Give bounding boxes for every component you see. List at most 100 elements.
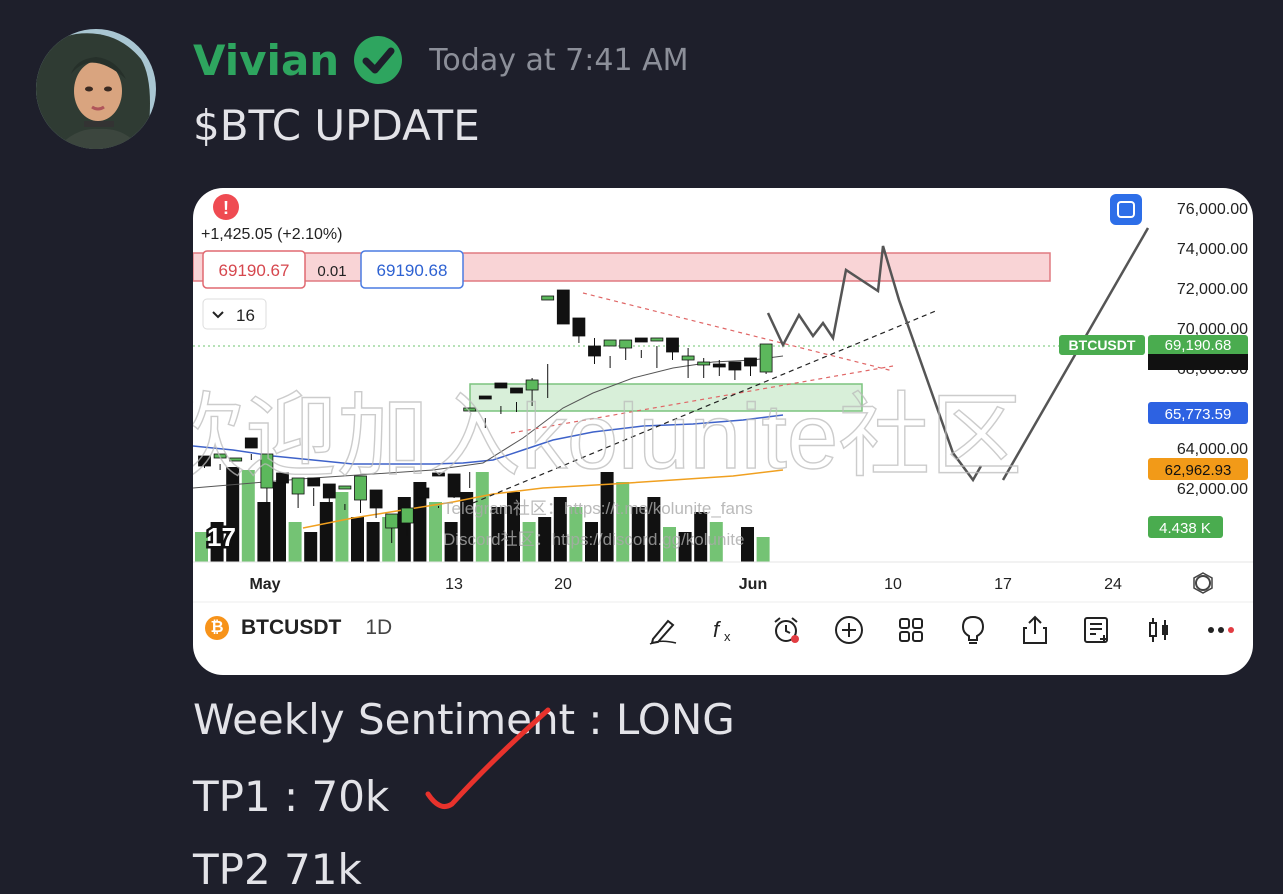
ma-orange-tag: 62,962.93 — [1165, 462, 1232, 479]
candle — [385, 513, 399, 529]
bitcoin-icon: ₿ — [205, 616, 229, 640]
date-axis: May 13 20 Jun 10 17 24 — [249, 576, 1122, 593]
alert-icon — [213, 194, 239, 220]
volume-bar — [460, 492, 474, 562]
candle — [744, 357, 757, 367]
candle — [244, 437, 258, 449]
volume-bar — [678, 532, 692, 562]
idea-icon[interactable] — [953, 610, 993, 650]
volume-bar — [429, 502, 442, 562]
candles — [198, 289, 773, 543]
volume-bar — [709, 522, 723, 562]
candle — [588, 345, 601, 357]
volume-bar — [491, 507, 505, 562]
date-axis-label: 24 — [1104, 576, 1122, 593]
author-name[interactable]: Vivian — [193, 35, 340, 85]
volume-bar — [319, 502, 333, 562]
candle — [354, 475, 367, 501]
trendline-lower — [510, 365, 894, 434]
volume-bar — [507, 492, 520, 562]
candle — [541, 295, 555, 301]
volume-bar — [413, 482, 427, 562]
candle — [338, 485, 352, 490]
sub-watermark-discord: Discord社区：https://discord.gg/kolunite — [443, 530, 744, 549]
price-axis-label: 70,000.00 — [1177, 321, 1248, 338]
chart-image[interactable]: 欢迎加入kolunite社区 Telegram社区：https://t.me/k… — [193, 188, 1253, 675]
candle — [229, 457, 243, 462]
tradingview-logo: 17 — [207, 522, 236, 552]
candle — [416, 487, 430, 499]
volume-bar — [288, 522, 302, 562]
settings-icon — [1193, 572, 1213, 594]
price-axis-label: 76,000.00 — [1177, 201, 1248, 218]
share-icon[interactable] — [1015, 610, 1055, 650]
volume-tag: 4.438 K — [1159, 520, 1211, 537]
grid-icon[interactable] — [891, 610, 931, 650]
candle — [494, 382, 508, 389]
volume-bar — [647, 497, 661, 562]
bid-box — [202, 250, 306, 289]
volume-bar — [756, 537, 770, 562]
add-icon[interactable] — [829, 610, 869, 650]
notes-icon[interactable] — [1077, 610, 1117, 650]
candle — [556, 289, 570, 325]
volume-bar — [257, 502, 271, 562]
candle — [572, 317, 586, 337]
volume-bar — [397, 497, 411, 562]
pen-icon[interactable] — [643, 610, 683, 650]
volume-bar — [585, 522, 598, 562]
candle — [712, 363, 726, 368]
price-axis-label: 72,000.00 — [1177, 281, 1248, 298]
symbol-selector[interactable]: ₿ BTCUSDT 1D — [205, 616, 392, 640]
volume-bars — [195, 467, 770, 562]
timestamp: Today at 7:41 AM — [429, 42, 689, 78]
candle — [697, 361, 711, 366]
trendline-black — [472, 309, 939, 504]
volume-bar — [616, 482, 630, 562]
avatar[interactable] — [36, 29, 156, 149]
candle — [650, 337, 664, 342]
volume-bar — [226, 467, 240, 562]
candle — [619, 339, 633, 349]
svg-text:!: ! — [223, 198, 229, 218]
symbol-name: BTCUSDT — [241, 616, 342, 639]
volume-bar — [553, 497, 567, 562]
volume-bar — [444, 522, 458, 562]
volume-bar — [475, 472, 489, 562]
candle — [213, 453, 227, 459]
candle — [728, 361, 742, 371]
fullscreen-icon — [1110, 194, 1142, 225]
candle — [463, 407, 477, 412]
candles-icon[interactable] — [1139, 610, 1179, 650]
candle — [681, 355, 695, 361]
candle — [400, 507, 414, 524]
candle — [307, 477, 321, 487]
date-axis-label: May — [249, 576, 280, 593]
candle — [525, 379, 539, 391]
price-change: +1,425.05 (+2.10%) — [201, 226, 342, 243]
date-axis-label: 20 — [554, 576, 572, 593]
candle — [634, 337, 648, 343]
candle — [369, 489, 383, 509]
candle — [260, 453, 274, 489]
verified-check-icon — [353, 35, 403, 85]
volume-bar — [569, 507, 583, 562]
price-axis-label: 74,000.00 — [1177, 241, 1248, 258]
volume-bar — [522, 522, 536, 562]
volume-bar — [335, 492, 349, 562]
date-axis-label: 10 — [884, 576, 902, 593]
bid-price: 69190.67 — [219, 261, 290, 280]
volume-bar — [631, 507, 645, 562]
tp1-line: TP1 : 70k — [193, 772, 390, 821]
candle — [291, 477, 305, 495]
alarm-icon[interactable] — [767, 610, 807, 650]
volume-bar — [600, 472, 614, 562]
trendline-upper — [582, 292, 894, 372]
watermark: 欢迎加入kolunite社区 — [193, 386, 1022, 488]
more-icon[interactable] — [1201, 610, 1241, 650]
price-axis-label: 62,000.00 — [1177, 481, 1248, 498]
ma-orange-line — [302, 469, 784, 529]
interval-label[interactable]: 1D — [365, 616, 393, 639]
candle — [447, 473, 461, 498]
